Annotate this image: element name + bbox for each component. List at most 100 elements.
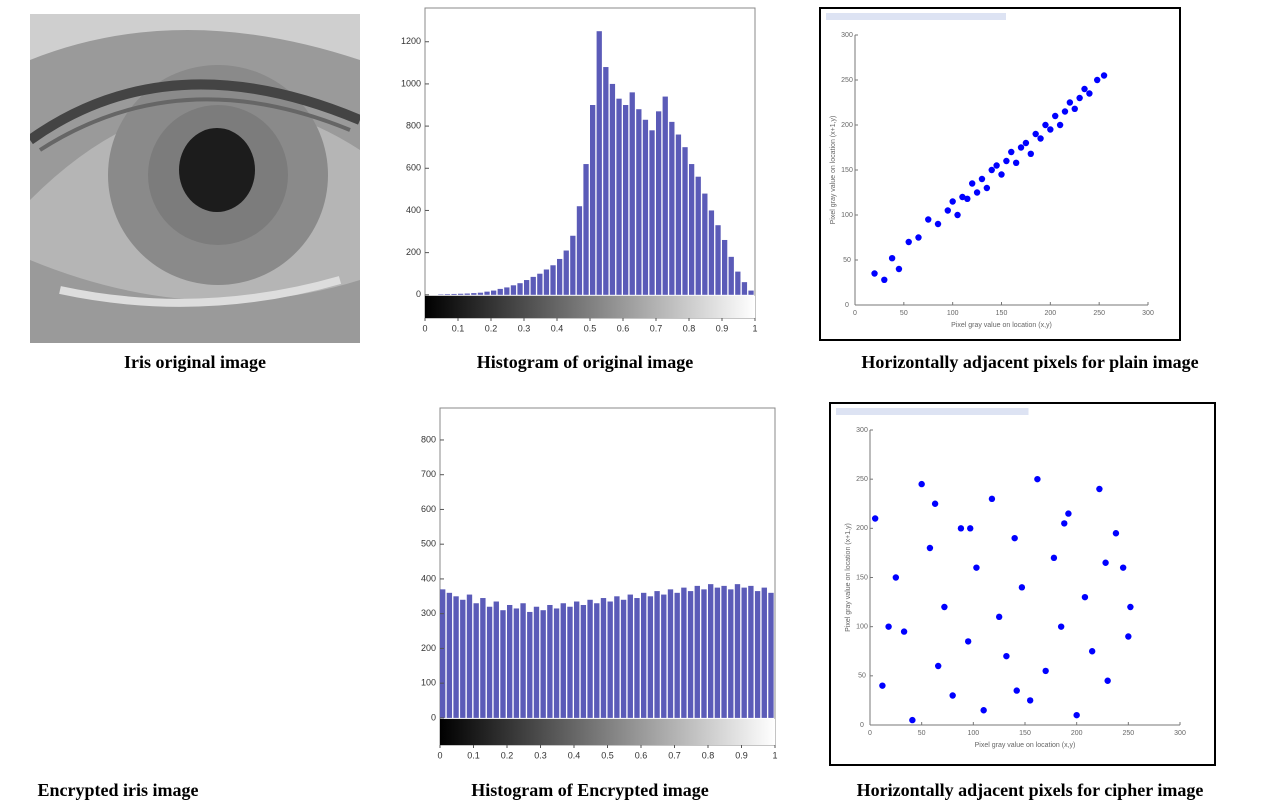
bar bbox=[473, 603, 479, 718]
y-tick-label: 300 bbox=[856, 427, 868, 434]
point bbox=[931, 500, 939, 507]
y-tick-label: 250 bbox=[856, 476, 868, 483]
point bbox=[871, 270, 878, 277]
x-tick-label: 0.1 bbox=[452, 323, 465, 333]
bar bbox=[702, 193, 708, 295]
y-tick-label: 0 bbox=[860, 722, 864, 729]
point bbox=[1061, 520, 1068, 527]
x-tick-label: 250 bbox=[1093, 310, 1105, 317]
y-tick-label: 0 bbox=[431, 712, 436, 722]
point bbox=[1127, 603, 1134, 611]
bar bbox=[500, 610, 506, 718]
point bbox=[1061, 108, 1069, 115]
bar bbox=[510, 285, 517, 295]
point bbox=[1042, 121, 1049, 129]
y-tick-label: 0 bbox=[845, 302, 849, 309]
bar bbox=[557, 258, 563, 295]
point bbox=[1119, 564, 1127, 571]
point bbox=[988, 166, 995, 174]
bar bbox=[627, 594, 633, 718]
bar bbox=[458, 293, 464, 295]
x-tick-label: 0.6 bbox=[617, 323, 630, 333]
bar bbox=[722, 239, 728, 295]
bar bbox=[629, 92, 635, 295]
point bbox=[1018, 584, 1026, 591]
bar bbox=[708, 210, 715, 295]
bar bbox=[440, 589, 446, 718]
x-tick-label: 0.2 bbox=[485, 323, 498, 333]
point bbox=[988, 495, 996, 503]
y-tick-label: 500 bbox=[421, 539, 436, 549]
point bbox=[888, 255, 896, 262]
bar bbox=[728, 589, 734, 718]
bar bbox=[741, 587, 747, 718]
bar bbox=[460, 599, 466, 718]
bar bbox=[675, 134, 682, 295]
point bbox=[1017, 144, 1025, 151]
bar bbox=[715, 225, 721, 295]
bar bbox=[682, 147, 688, 295]
bar bbox=[654, 591, 660, 718]
x-tick-label: 0 bbox=[422, 323, 427, 333]
x-tick-label: 0.8 bbox=[683, 323, 696, 333]
point bbox=[1042, 667, 1049, 675]
x-tick-label: 0.4 bbox=[551, 323, 564, 333]
bar bbox=[444, 294, 451, 295]
colorbar bbox=[425, 295, 755, 318]
bar bbox=[620, 599, 627, 718]
point bbox=[1032, 130, 1039, 138]
bar bbox=[609, 83, 616, 295]
bar bbox=[600, 598, 607, 718]
y-tick-label: 200 bbox=[856, 525, 868, 532]
point bbox=[1066, 99, 1074, 106]
point bbox=[1088, 648, 1096, 655]
bar bbox=[695, 176, 701, 295]
point bbox=[905, 238, 912, 246]
x-tick-label: 300 bbox=[1174, 730, 1186, 737]
point bbox=[1076, 94, 1083, 102]
y-tick-label: 400 bbox=[406, 205, 421, 215]
bar bbox=[553, 608, 560, 718]
point bbox=[885, 623, 892, 630]
point bbox=[1047, 126, 1054, 133]
bar bbox=[701, 589, 707, 718]
bar bbox=[504, 287, 510, 295]
point bbox=[964, 638, 972, 645]
y-tick-label: 200 bbox=[421, 643, 436, 653]
bar bbox=[464, 293, 470, 295]
point bbox=[934, 220, 942, 228]
bar bbox=[480, 598, 486, 718]
x-tick-label: 200 bbox=[1044, 310, 1056, 317]
point bbox=[1003, 157, 1010, 165]
x-tick-label: 0 bbox=[853, 310, 857, 317]
x-tick-label: 0.9 bbox=[716, 323, 729, 333]
bar bbox=[513, 608, 520, 718]
bar bbox=[477, 292, 484, 295]
x-tick-label: 0.3 bbox=[534, 750, 547, 760]
point bbox=[1011, 534, 1018, 542]
bar bbox=[493, 601, 499, 718]
x-tick-label: 250 bbox=[1122, 730, 1134, 737]
bar bbox=[491, 290, 497, 295]
point bbox=[871, 515, 879, 522]
bar bbox=[567, 606, 573, 718]
bar bbox=[540, 610, 546, 718]
bar bbox=[649, 130, 655, 295]
bar bbox=[728, 256, 734, 295]
y-tick-label: 0 bbox=[416, 289, 421, 299]
bar bbox=[596, 31, 602, 295]
point bbox=[915, 234, 922, 241]
y-tick-label: 1000 bbox=[401, 78, 421, 88]
point bbox=[1057, 623, 1065, 630]
point bbox=[892, 574, 900, 581]
bar bbox=[446, 592, 453, 718]
bar bbox=[667, 589, 674, 718]
point bbox=[967, 525, 974, 532]
bar bbox=[537, 273, 543, 295]
x-tick-label: 200 bbox=[1071, 730, 1083, 737]
bar bbox=[714, 587, 721, 718]
point bbox=[949, 198, 956, 205]
bar bbox=[471, 293, 477, 295]
point bbox=[957, 525, 965, 532]
